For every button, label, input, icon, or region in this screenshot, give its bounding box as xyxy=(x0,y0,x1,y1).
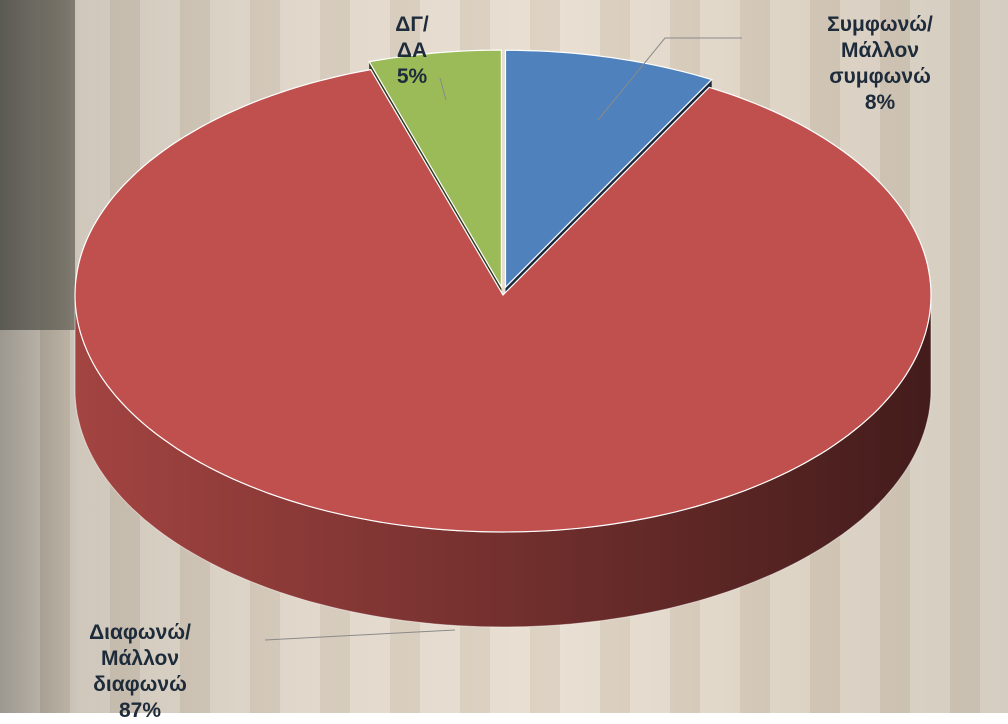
chart-area: Συμφωνώ/Μάλλον συμφωνώ8% Διαφωνώ/Μάλλον δ… xyxy=(0,0,1008,713)
value-label: 87% xyxy=(89,698,191,724)
category-label: Διαφωνώ/Μάλλον διαφωνώ xyxy=(89,620,191,698)
category-label: ΔΓ/ΔΑ xyxy=(395,12,429,64)
category-label: Συμφωνώ/Μάλλον συμφωνώ xyxy=(827,12,933,90)
leader-line xyxy=(265,630,455,640)
value-label: 5% xyxy=(395,64,429,90)
value-label: 8% xyxy=(827,90,933,116)
slice xyxy=(75,70,931,532)
